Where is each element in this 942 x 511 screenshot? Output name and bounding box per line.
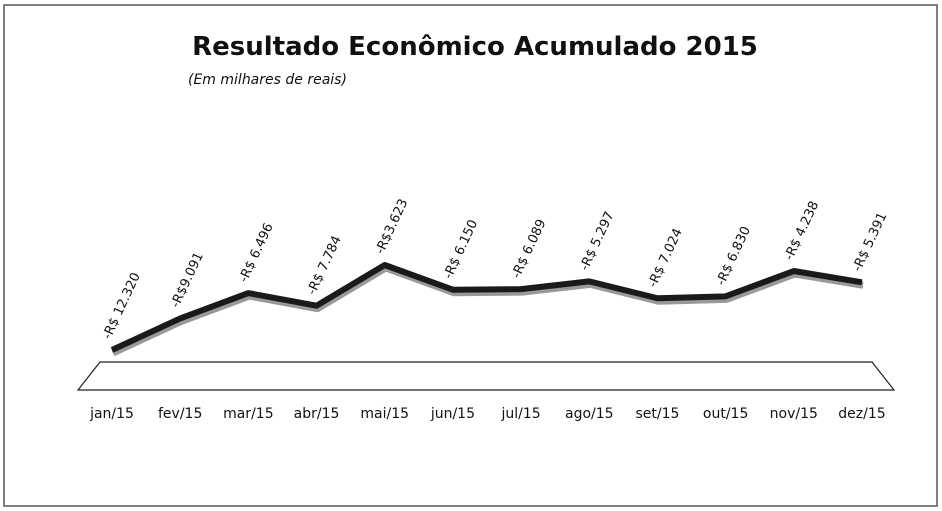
x-tick-label: fev/15 (158, 406, 202, 422)
x-tick-label: ago/15 (565, 406, 614, 422)
x-tick-label: jan/15 (89, 406, 134, 422)
chart-subtitle: (Em milhares de reais) (188, 72, 347, 88)
line (110, 262, 863, 353)
x-tick-label: set/15 (635, 406, 679, 422)
x-tick-label: abr/15 (294, 406, 340, 422)
x-tick-label: jul/15 (500, 406, 540, 422)
x-tick-label: dez/15 (838, 406, 885, 422)
x-tick-label: mar/15 (223, 406, 274, 422)
x-tick-label: out/15 (703, 406, 748, 422)
x-tick-label: mai/15 (360, 406, 409, 422)
floor (76, 361, 896, 391)
line-shadow (111, 264, 864, 357)
chart-title: Resultado Econômico Acumulado 2015 (192, 32, 758, 62)
x-tick-label: nov/15 (770, 406, 818, 422)
x-tick-label: jun/15 (430, 406, 475, 422)
chart-border (3, 4, 938, 507)
